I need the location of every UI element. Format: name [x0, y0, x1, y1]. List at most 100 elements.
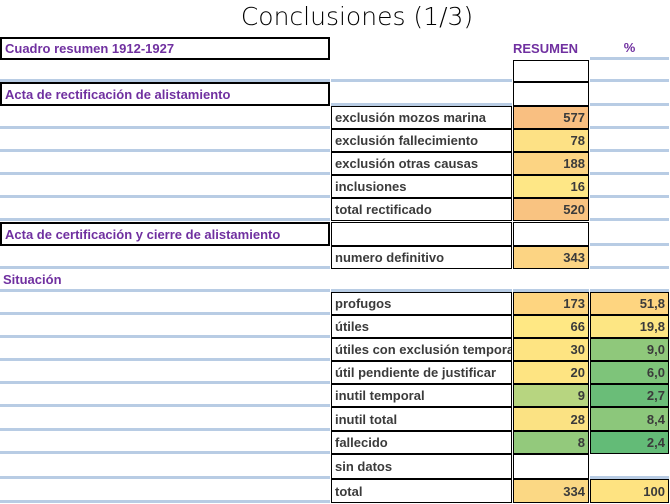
total-pct: 100 — [590, 479, 669, 503]
empty-cell — [590, 222, 669, 246]
empty-cell — [331, 269, 512, 292]
table-row: inclusiones 16 — [0, 175, 670, 198]
page-title: Conclusiones (1/3) — [240, 2, 474, 31]
table-row: exclusión otras causas 188 — [0, 152, 670, 175]
table-row: inutil temporal 9 2,7 — [0, 384, 670, 407]
empty-cell — [0, 479, 330, 503]
summary-title: Cuadro resumen 1912-1927 — [0, 37, 330, 60]
section-situacion: Situación — [0, 269, 330, 292]
row-label: fallecido — [331, 431, 512, 454]
table-row: numero definitivo 343 — [0, 246, 670, 269]
row-label: inclusiones — [331, 175, 512, 198]
row-value: 66 — [513, 315, 589, 338]
empty-cell — [0, 431, 330, 454]
row-value: 30 — [513, 338, 589, 361]
row-pct: 9,0 — [590, 338, 669, 361]
row-value — [513, 454, 589, 479]
row-value: 8 — [513, 431, 589, 454]
row-pct: 19,8 — [590, 315, 669, 338]
empty-cell — [590, 82, 669, 106]
table-row: útil pendiente de justificar 20 6,0 — [0, 361, 670, 384]
row-label: útiles — [331, 315, 512, 338]
row-pct: 6,0 — [590, 361, 669, 384]
table-row: total rectificado 520 — [0, 198, 670, 221]
empty-cell — [0, 361, 330, 384]
row-pct — [590, 129, 669, 152]
row-value: 78 — [513, 129, 589, 152]
total-label: total — [331, 479, 512, 503]
empty-cell — [0, 338, 330, 361]
percent-header: % — [590, 37, 669, 60]
section-row: Situación — [0, 269, 670, 292]
empty-cell — [0, 198, 330, 221]
empty-cell — [331, 60, 512, 82]
section-acta-rectificacion: Acta de rectificación de alistamiento — [0, 82, 330, 106]
row-value: 9 — [513, 384, 589, 407]
table-row: sin datos — [0, 454, 670, 479]
row-pct — [590, 246, 669, 269]
table-row: exclusión fallecimiento 78 — [0, 129, 670, 152]
table-row: fallecido 8 2,4 — [0, 431, 670, 454]
row-label: inutil temporal — [331, 384, 512, 407]
empty-cell — [331, 222, 512, 246]
row-label: profugos — [331, 292, 512, 315]
table-row: inutil total 28 8,4 — [0, 407, 670, 431]
empty-cell — [513, 222, 589, 246]
empty-cell — [0, 384, 330, 407]
row-label: exclusión fallecimiento — [331, 129, 512, 152]
row-value: 28 — [513, 407, 589, 431]
empty-cell — [513, 82, 589, 106]
header-row: Cuadro resumen 1912-1927 RESUMEN % — [0, 37, 670, 60]
empty-cell — [0, 152, 330, 175]
empty-cell — [0, 454, 330, 479]
row-pct: 51,8 — [590, 292, 669, 315]
row-value: 343 — [513, 246, 589, 269]
row-label: exclusión mozos marina — [331, 106, 512, 129]
row-pct — [590, 152, 669, 175]
row-label: total rectificado — [331, 198, 512, 221]
empty-cell — [0, 407, 330, 431]
row-label: sin datos — [331, 454, 512, 479]
row-label: numero definitivo — [331, 246, 512, 269]
row-value: 520 — [513, 198, 589, 221]
row-value: 20 — [513, 361, 589, 384]
empty-cell — [0, 246, 330, 269]
spacer-row — [0, 60, 670, 82]
row-pct — [590, 454, 669, 479]
resumen-header: RESUMEN — [513, 41, 579, 56]
row-value: 16 — [513, 175, 589, 198]
row-value: 173 — [513, 292, 589, 315]
table-row: profugos 173 51,8 — [0, 292, 670, 315]
empty-cell — [331, 82, 512, 106]
table-row: útiles 66 19,8 — [0, 315, 670, 338]
empty-cell — [0, 315, 330, 338]
empty-cell — [590, 269, 669, 292]
row-label: útil pendiente de justificar — [331, 361, 512, 384]
section-acta-certificacion: Acta de certificación y cierre de alista… — [0, 222, 330, 246]
empty-cell — [0, 106, 330, 129]
row-pct — [590, 198, 669, 221]
table-row: exclusión mozos marina 577 — [0, 106, 670, 129]
empty-cell — [0, 292, 330, 315]
total-value: 334 — [513, 479, 589, 503]
row-label: exclusión otras causas — [331, 152, 512, 175]
section-row: Acta de certificación y cierre de alista… — [0, 222, 670, 246]
empty-cell — [0, 60, 330, 82]
row-pct: 2,7 — [590, 384, 669, 407]
empty-cell — [513, 60, 589, 82]
row-value: 188 — [513, 152, 589, 175]
section-row: Acta de rectificación de alistamiento — [0, 82, 670, 106]
table-row: útiles con exclusión temporal 30 9,0 — [0, 338, 670, 361]
empty-cell — [590, 60, 669, 82]
empty-cell — [0, 175, 330, 198]
empty-cell — [0, 129, 330, 152]
table-row-total: total 334 100 — [0, 479, 670, 503]
row-label: útiles con exclusión temporal — [331, 338, 512, 361]
row-pct: 2,4 — [590, 431, 669, 454]
empty-cell — [513, 269, 589, 292]
row-pct — [590, 106, 669, 129]
row-pct — [590, 175, 669, 198]
row-pct: 8,4 — [590, 407, 669, 431]
row-label: inutil total — [331, 407, 512, 431]
row-value: 577 — [513, 106, 589, 129]
